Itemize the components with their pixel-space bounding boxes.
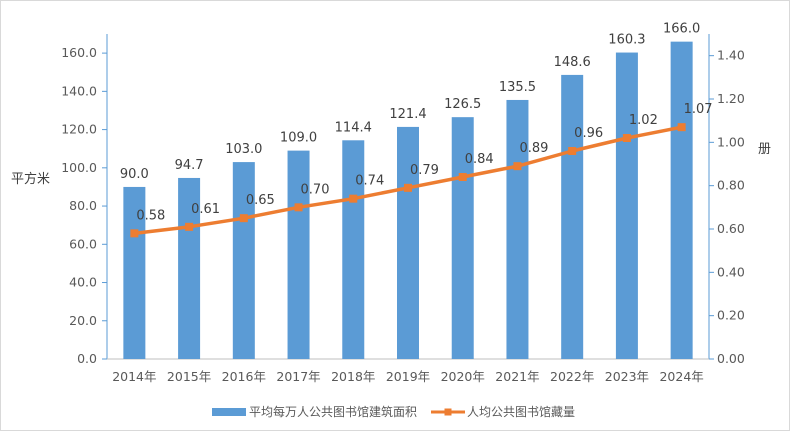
- line-point: [568, 147, 577, 155]
- bar: [561, 74, 584, 359]
- y-tick-label: 0.0: [77, 351, 97, 366]
- y-tick-label: 60.0: [69, 236, 97, 251]
- line-point: [404, 183, 412, 192]
- line-series: [130, 123, 686, 238]
- y-tick-label: 140.0: [61, 83, 97, 98]
- line-value-label: 0.58: [136, 208, 165, 223]
- line-value-label: 0.70: [301, 182, 330, 197]
- data-labels: 90.0 94.7 103.0 109.0 114.4 121.4 126.5 135.5 14…: [120, 22, 713, 224]
- line-value-label: 0.79: [410, 163, 439, 178]
- y2-tick-label: 0.60: [717, 221, 745, 236]
- line-point: [677, 123, 686, 132]
- axes: 0.0 20.0 40.0 60.0 80.0 100.0 120.0 140.0 160.0 0…: [61, 34, 745, 384]
- line-value-label: 0.74: [355, 174, 384, 189]
- y-tick-label: 120.0: [61, 122, 97, 137]
- legend-bar-label: 平均每万人公共图书馆建筑面积: [249, 404, 417, 419]
- y2-tick-label: 0.80: [717, 178, 745, 193]
- x-tick-label: 2022年: [550, 369, 594, 384]
- bar-value-label: 148.6: [554, 55, 591, 70]
- bar-value-label: 135.5: [499, 80, 536, 95]
- y2-tick-label: 1.00: [717, 134, 745, 149]
- bar-value-label: 121.4: [389, 107, 426, 122]
- bar-series: [123, 41, 693, 360]
- y-tick-label: 80.0: [69, 198, 97, 213]
- line-value-label: 0.96: [574, 126, 603, 141]
- y2-tick-label: 0.20: [717, 308, 745, 323]
- y2-tick-label: 0.00: [717, 351, 745, 366]
- line-point: [239, 214, 248, 223]
- x-tick-label: 2023年: [605, 369, 649, 384]
- line-value-label: 1.02: [629, 113, 658, 128]
- line-value-label: 1.07: [684, 102, 713, 117]
- x-tick-label: 2021年: [495, 369, 539, 384]
- line-point: [513, 162, 522, 171]
- bar: [670, 41, 693, 359]
- y-axis-title: 平方米: [11, 171, 50, 187]
- bar: [342, 140, 365, 359]
- y-tick-label: 100.0: [61, 160, 97, 175]
- y2-axis-title: 册: [758, 142, 771, 157]
- bar-value-label: 114.4: [335, 120, 372, 135]
- legend-line-marker: [444, 408, 452, 416]
- y2-tick-label: 1.40: [717, 48, 745, 63]
- line-point: [185, 222, 194, 231]
- bar: [287, 150, 310, 359]
- x-tick-label: 2024年: [659, 369, 703, 384]
- line-value-label: 0.61: [191, 202, 220, 217]
- x-tick-label: 2016年: [222, 369, 266, 384]
- line-value-label: 0.84: [465, 152, 494, 167]
- y2-tick-label: 1.20: [717, 91, 745, 106]
- x-tick-label: 2017年: [276, 369, 320, 384]
- bar: [615, 52, 638, 359]
- bar: [397, 126, 419, 359]
- bar: [178, 177, 201, 359]
- bar-value-label: 160.3: [608, 33, 645, 48]
- y-tick-label: 160.0: [61, 45, 97, 60]
- bar-value-label: 109.0: [280, 131, 317, 146]
- x-tick-label: 2018年: [331, 369, 375, 384]
- bar-value-label: 126.5: [444, 97, 481, 112]
- line-value-label: 0.89: [519, 141, 548, 156]
- bar-value-label: 90.0: [120, 167, 149, 182]
- bar: [123, 186, 146, 359]
- legend-bar-swatch: [212, 408, 246, 416]
- y-tick-label: 40.0: [69, 275, 97, 290]
- bar-value-label: 94.7: [175, 158, 204, 173]
- x-tick-label: 2020年: [441, 369, 485, 384]
- x-tick-label: 2019年: [386, 369, 430, 384]
- y-tick-label: 20.0: [69, 313, 97, 328]
- bar-value-label: 103.0: [225, 142, 262, 157]
- bar: [232, 162, 255, 359]
- line-point: [622, 134, 631, 142]
- line-point: [294, 203, 303, 212]
- x-tick-label: 2014年: [112, 369, 156, 384]
- bar-value-label: 166.0: [663, 22, 700, 37]
- legend: 平均每万人公共图书馆建筑面积 人均公共图书馆藏量: [212, 404, 575, 419]
- line-point: [349, 194, 358, 203]
- bar: [506, 99, 529, 360]
- line-point: [130, 229, 139, 238]
- line-point: [458, 173, 467, 181]
- legend-line-label: 人均公共图书馆藏量: [467, 404, 575, 419]
- y2-tick-label: 0.40: [717, 264, 745, 279]
- x-tick-label: 2015年: [167, 369, 211, 384]
- line-value-label: 0.65: [246, 193, 275, 208]
